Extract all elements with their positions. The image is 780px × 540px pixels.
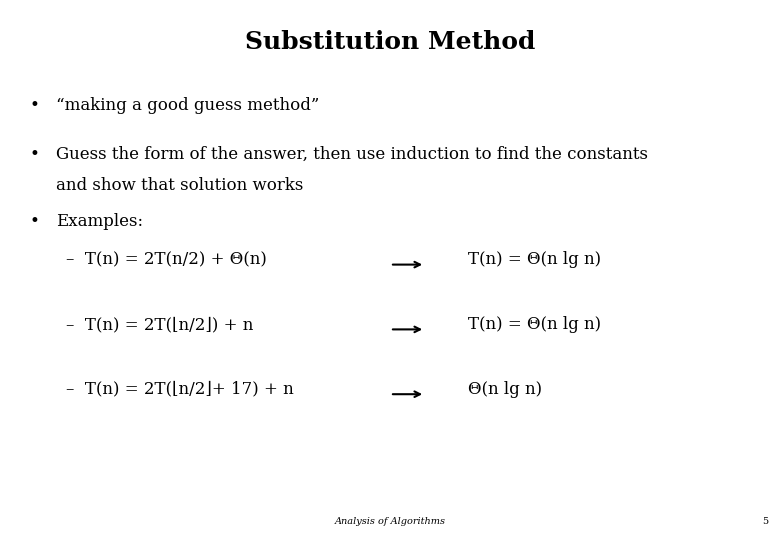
Text: Analysis of Algorithms: Analysis of Algorithms xyxy=(335,517,445,526)
Text: Examples:: Examples: xyxy=(56,213,144,230)
Text: T(n) = Θ(n lg n): T(n) = Θ(n lg n) xyxy=(468,316,601,333)
Text: “making a good guess method”: “making a good guess method” xyxy=(56,97,320,114)
Text: –  T(n) = 2T(⌊n/2⌋) + n: – T(n) = 2T(⌊n/2⌋) + n xyxy=(66,316,254,333)
Text: •: • xyxy=(30,97,40,114)
Text: Θ(n lg n): Θ(n lg n) xyxy=(468,381,542,397)
Text: –  T(n) = 2T(⌊n/2⌋+ 17) + n: – T(n) = 2T(⌊n/2⌋+ 17) + n xyxy=(66,381,294,397)
Text: –  T(n) = 2T(n/2) + Θ(n): – T(n) = 2T(n/2) + Θ(n) xyxy=(66,251,268,268)
Text: •: • xyxy=(30,213,40,230)
Text: 5: 5 xyxy=(762,517,768,526)
Text: Guess the form of the answer, then use induction to find the constants: Guess the form of the answer, then use i… xyxy=(56,146,648,163)
Text: and show that solution works: and show that solution works xyxy=(56,177,303,194)
Text: •: • xyxy=(30,146,40,163)
Text: Substitution Method: Substitution Method xyxy=(245,30,535,53)
Text: T(n) = Θ(n lg n): T(n) = Θ(n lg n) xyxy=(468,251,601,268)
